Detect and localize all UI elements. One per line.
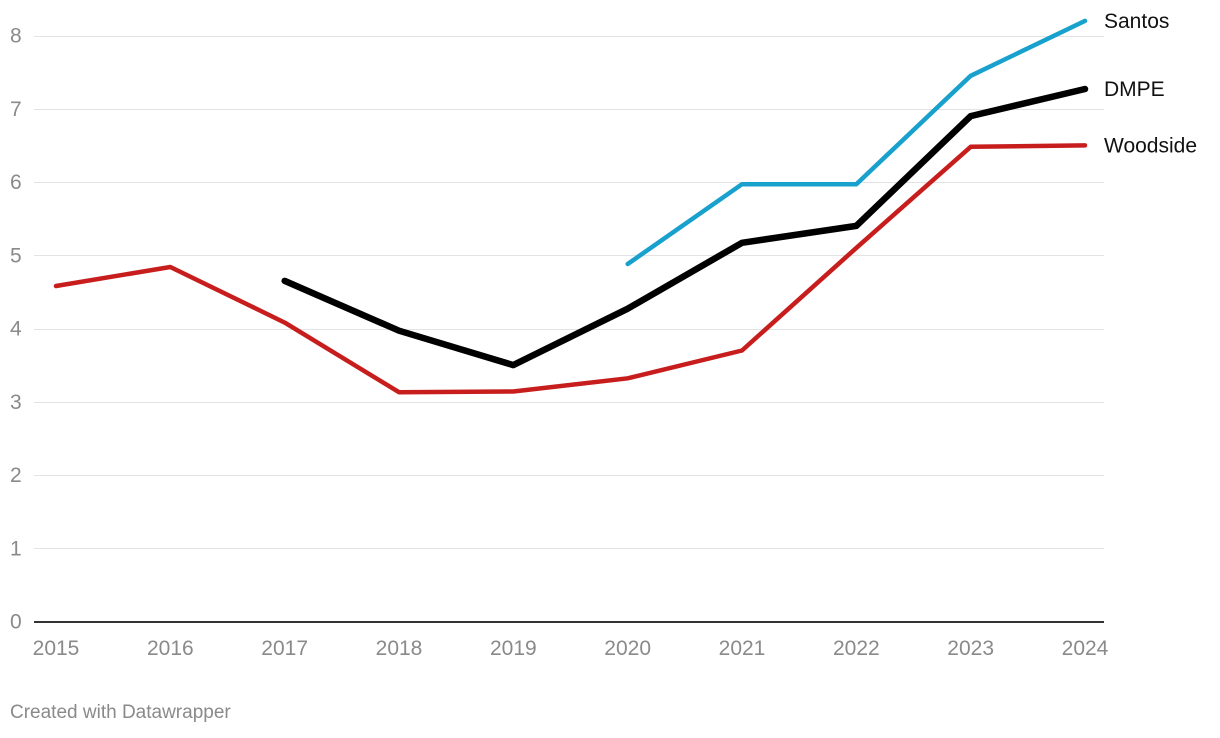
y-tick-label: 7 xyxy=(10,98,22,121)
series-line-woodside xyxy=(53,143,1088,395)
x-tick-label: 2019 xyxy=(490,637,537,660)
y-tick-label: 8 xyxy=(10,25,22,48)
y-tick-label: 1 xyxy=(10,537,22,560)
x-tick-label: 2017 xyxy=(261,637,308,660)
y-tick-label: 5 xyxy=(10,244,22,267)
y-tick-label: 4 xyxy=(10,318,22,341)
series-label-santos: Santos xyxy=(1104,10,1169,33)
y-tick-label: 6 xyxy=(10,171,22,194)
x-tick-label: 2023 xyxy=(947,637,994,660)
gridlines xyxy=(34,36,1104,623)
series-line-dmpe xyxy=(281,85,1089,369)
series-line-santos xyxy=(625,18,1088,267)
series-labels: Woodside DMPE Santos xyxy=(1104,10,1197,158)
x-tick-label: 2016 xyxy=(147,637,194,660)
x-tick-label: 2015 xyxy=(33,637,80,660)
y-tick-label: 0 xyxy=(10,611,22,634)
x-tick-label: 2020 xyxy=(604,637,651,660)
series-label-woodside: Woodside xyxy=(1104,134,1197,157)
x-tick-label: 2018 xyxy=(376,637,423,660)
series-label-dmpe: DMPE xyxy=(1104,78,1165,101)
x-axis-tick-labels: 2015 2016 2017 2018 2019 2020 2021 2022 2023 2024 xyxy=(33,637,1109,660)
y-axis-tick-labels: 0 1 2 3 4 5 6 7 8 xyxy=(10,25,22,634)
y-tick-label: 2 xyxy=(10,464,22,487)
y-tick-label: 3 xyxy=(10,391,22,414)
x-tick-label: 2022 xyxy=(833,637,880,660)
series-lines xyxy=(53,18,1089,395)
x-tick-label: 2021 xyxy=(719,637,766,660)
footer-credit: Created with Datawrapper xyxy=(10,702,231,723)
x-tick-label: 2024 xyxy=(1062,637,1109,660)
